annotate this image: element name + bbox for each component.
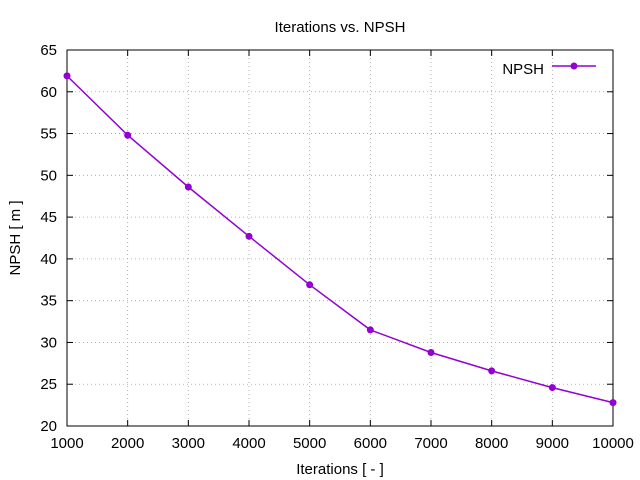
y-tick-label: 65 [40,42,57,59]
data-point [488,367,496,375]
x-tick-label: 1000 [50,435,83,452]
plot-frame [66,49,614,427]
y-tick-label: 30 [40,334,57,351]
x-tick-label: 9000 [536,435,569,452]
x-tick-label: 3000 [172,435,205,452]
axis-ticks: 1000 2000 3000 4000 5000 6000 7000 8000 9000 1000… [40,42,634,452]
data-point [184,183,192,191]
data-point [427,348,435,356]
y-tick-label: 25 [40,376,57,393]
grid [67,50,613,426]
y-tick-label: 45 [40,209,57,226]
x-tick-label: 7000 [414,435,447,452]
legend-label: NPSH [502,61,544,78]
data-point [548,384,556,392]
x-tick-label: 2000 [111,435,144,452]
y-tick-label: 35 [40,293,57,310]
x-tick-label: 8000 [475,435,508,452]
data-point [245,232,253,240]
series-layer [63,72,617,407]
chart-title: Iterations vs. NPSH [275,19,406,36]
series-line [66,75,614,404]
y-tick-label: 20 [40,418,57,435]
y-tick-label: 40 [40,251,57,268]
y-tick-label: 60 [40,84,57,101]
legend: NPSH [502,61,596,78]
x-tick-label: 5000 [293,435,326,452]
data-point [366,326,374,334]
data-point [306,281,314,289]
legend-marker [570,62,578,70]
y-tick-label: 55 [40,126,57,143]
data-point [124,131,132,139]
y-axis-title: NPSH [ m ] [7,200,24,275]
x-tick-label: 6000 [354,435,387,452]
data-point [63,72,71,80]
x-tick-label: 10000 [592,435,634,452]
data-point [609,399,617,407]
y-tick-label: 50 [40,167,57,184]
x-tick-label: 4000 [232,435,265,452]
x-axis-title: Iterations [ - ] [296,461,384,478]
